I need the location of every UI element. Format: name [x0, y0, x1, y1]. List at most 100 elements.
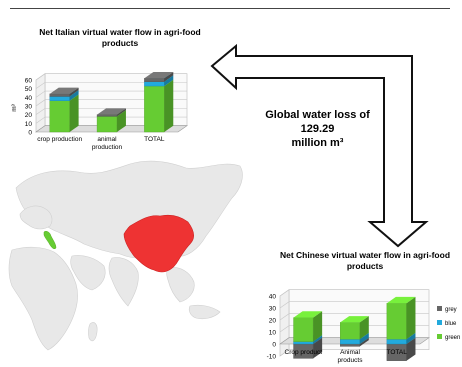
gridline: [35, 73, 187, 81]
bar-side: [359, 316, 369, 340]
bar-front: [293, 317, 314, 342]
bar-top: [144, 71, 174, 79]
bar-front: [96, 116, 118, 133]
gridline: [35, 99, 187, 107]
loss-line-3: million m³: [291, 137, 344, 149]
bar-grey: [96, 108, 126, 117]
legend-swatch-blue: [437, 320, 442, 325]
china-chart-title: Net Chinese virtual water flow in agri-f…: [279, 250, 451, 271]
bar-grey: [49, 87, 79, 97]
map-islands: [188, 304, 221, 320]
y-tick-label: 30: [269, 306, 277, 313]
bar-front: [293, 341, 314, 345]
gridline: [279, 301, 429, 309]
legend-swatch-green: [437, 334, 442, 339]
y-tick-label: 10: [25, 121, 33, 128]
x-tick-label: TOTAL: [386, 349, 407, 356]
gridline: [35, 82, 187, 89]
bar-side: [313, 335, 323, 344]
map-china: [123, 214, 194, 273]
y-tick-label: 30: [25, 104, 33, 111]
bar-side: [116, 110, 126, 132]
bar-green: [293, 311, 323, 342]
bar-front: [144, 78, 165, 82]
world-map: [8, 160, 243, 351]
bar-side: [164, 79, 174, 132]
bar-front: [340, 322, 361, 340]
bar-side: [69, 90, 79, 101]
map-africa: [8, 246, 78, 351]
bar-side: [359, 332, 369, 344]
plot-side-wall: [279, 289, 290, 357]
x-tick-label: Crop product: [285, 349, 323, 356]
bar-front: [49, 100, 70, 133]
bar-green: [340, 316, 369, 340]
y-tick-label: 60: [25, 78, 33, 85]
bar-front: [144, 81, 165, 87]
y-tick-label: 0: [28, 130, 32, 137]
gridline: [35, 108, 187, 115]
x-tick-label: animal production: [92, 136, 123, 151]
italy-chart-title: Net Italian virtual water flow in agri-f…: [39, 27, 201, 48]
gridline: [279, 289, 429, 297]
y-tick-label: -10: [267, 354, 277, 361]
legend-label-grey: grey: [445, 307, 457, 313]
y-axis-label: m³: [11, 103, 18, 111]
y-tick-label: 40: [25, 95, 33, 102]
loss-line-1: Global water loss of: [265, 109, 370, 121]
bar-top: [386, 296, 416, 304]
top-rule: [10, 8, 450, 9]
x-tick-label: TOTAL: [144, 136, 165, 143]
bar-side: [116, 108, 126, 117]
bar-top: [340, 316, 369, 323]
y-tick-label: 40: [269, 294, 277, 301]
bar-front: [386, 303, 407, 340]
legend-swatch-grey: [437, 306, 442, 311]
bar-front: [96, 114, 118, 117]
bar-top: [293, 311, 323, 318]
bar-front: [340, 343, 361, 347]
bar-side: [69, 94, 79, 132]
bar-green: [386, 296, 416, 340]
gridline: [35, 90, 187, 98]
gridline: [279, 313, 429, 321]
loss-line-2: 129.29: [300, 123, 335, 135]
y-tick-label: 20: [25, 112, 33, 119]
y-tick-label: 20: [269, 318, 277, 325]
bar-front: [386, 339, 407, 345]
map-arabia: [70, 255, 106, 291]
y-tick-label: 10: [269, 330, 277, 337]
bar-side: [164, 71, 174, 82]
legend: grey blue green: [437, 306, 460, 341]
map-italy: [43, 230, 57, 250]
bar-side: [359, 337, 369, 347]
bar-front: [144, 85, 165, 133]
map-india: [108, 257, 139, 307]
gridline: [35, 116, 187, 124]
y-tick-label: 50: [25, 86, 33, 93]
bar-green: [144, 79, 174, 133]
legend-label-green: green: [445, 335, 460, 341]
global-loss-label: Global water loss of 129.29 million m³: [260, 108, 375, 150]
x-tick-label: Animal products: [338, 349, 364, 364]
y-tick-label: 0: [272, 342, 276, 349]
bar-front: [340, 339, 361, 345]
bar-top: [97, 108, 126, 115]
bar-side: [406, 296, 416, 340]
map-europe-detail: [19, 205, 53, 230]
bar-side: [164, 75, 174, 87]
bar-top: [49, 87, 79, 94]
bar-side: [313, 337, 323, 359]
bar-grey: [144, 71, 174, 82]
gridline: [279, 349, 429, 357]
bar-side: [313, 311, 323, 342]
legend-label-blue: blue: [445, 321, 457, 327]
bar-front: [49, 96, 70, 102]
map-southeast-asia: [166, 267, 195, 303]
bar-side: [406, 332, 416, 344]
bar-side: [69, 87, 79, 97]
map-madagascar: [88, 322, 98, 342]
bar-side: [406, 337, 416, 361]
